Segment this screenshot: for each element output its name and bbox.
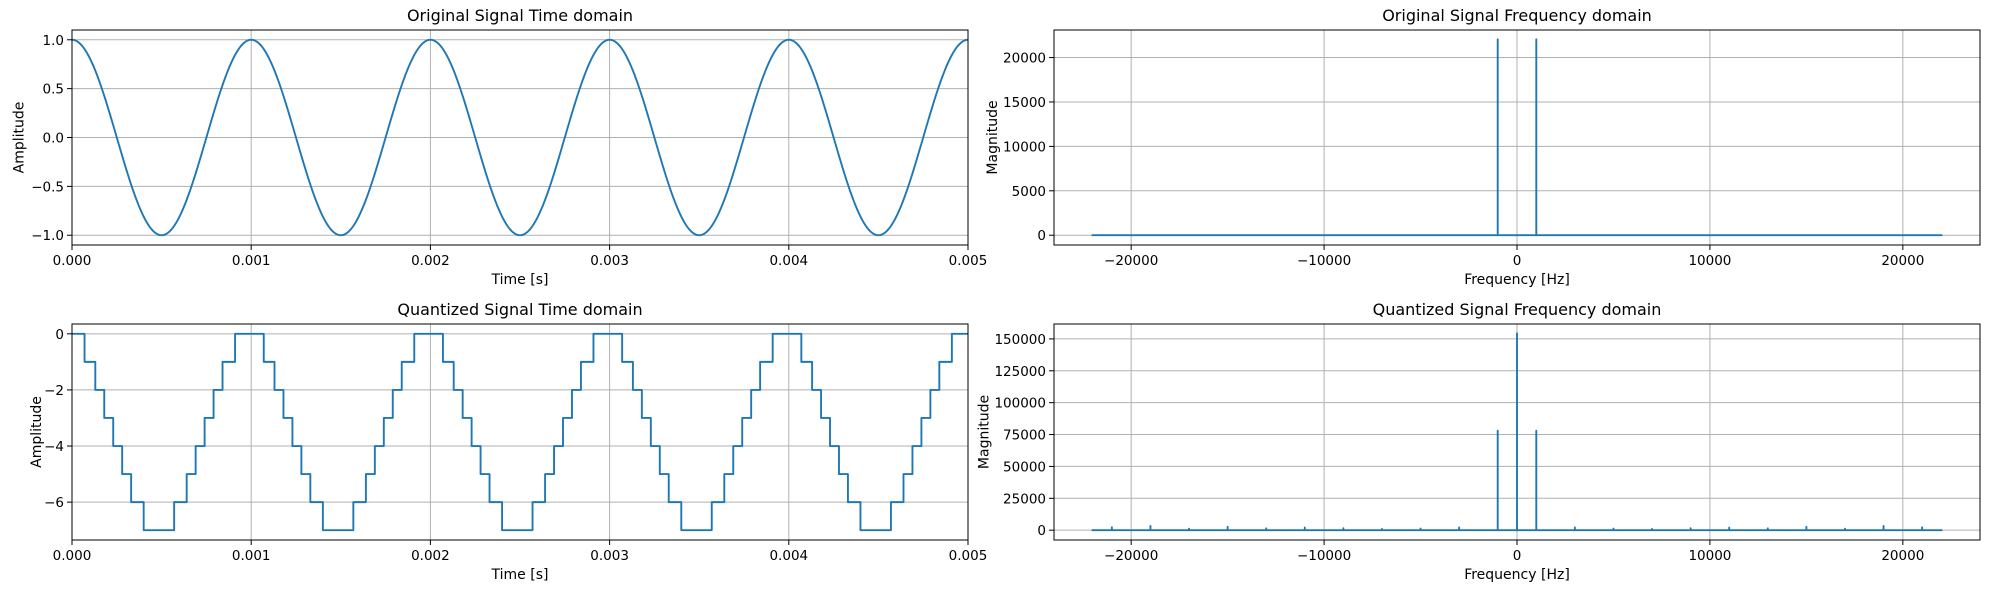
y-tick-label: 0.0: [43, 131, 64, 147]
x-tick-label: 0.002: [411, 548, 450, 564]
y-tick-label: −4: [44, 439, 64, 455]
x-tick-label: 0.000: [53, 253, 92, 269]
axes-frame: [71, 323, 969, 541]
x-axis-label: Frequency [Hz]: [1464, 272, 1570, 288]
series-line: [1091, 332, 1943, 532]
x-axis-label: Time [s]: [491, 567, 549, 583]
y-axis-label: Amplitude: [29, 396, 45, 468]
x-tick-label: 0.003: [590, 253, 629, 269]
y-tick-label: 0: [1037, 523, 1046, 539]
y-axis-label: Amplitude: [12, 102, 28, 174]
y-tick-label: 0: [1037, 228, 1046, 244]
chart-title: Quantized Signal Time domain: [397, 300, 642, 319]
y-tick-label: 20000: [1003, 51, 1046, 67]
y-tick-label: 15000: [1003, 95, 1046, 111]
y-tick-label: 5000: [1012, 184, 1046, 200]
quantized-time-domain-chart: 0.000 0.001 0.002 0.003 0.004 0.005 −6 −4 −2 0 Qua…: [29, 300, 988, 583]
y-axis-label: Magnitude: [985, 100, 1001, 174]
series-line: [72, 38, 968, 237]
chart-title: Quantized Signal Frequency domain: [1373, 300, 1662, 319]
x-tick-label: 0.005: [949, 548, 988, 564]
y-tick-label: 1.0: [43, 33, 64, 49]
y-tick-label: −2: [44, 383, 64, 399]
x-tick-label: 0.001: [232, 253, 271, 269]
series-line: [1091, 38, 1943, 237]
y-tick-label: 100000: [994, 396, 1046, 412]
x-axis-label: Frequency [Hz]: [1464, 567, 1570, 583]
x-tick-label: 0.005: [949, 253, 988, 269]
y-tick-label: −1.0: [31, 228, 64, 244]
x-tick-label: −10000: [1297, 548, 1351, 564]
x-tick-label: 0.002: [411, 253, 450, 269]
x-tick-label: 0.004: [769, 253, 808, 269]
y-tick-label: −6: [44, 495, 64, 511]
x-axis-label: Time [s]: [491, 272, 549, 288]
y-tick-label: 0: [55, 327, 64, 343]
original-frequency-domain-chart: −20000 −10000 0 10000 20000 0 5000 10000 15000 20…: [985, 6, 1981, 288]
x-tick-label: 0: [1513, 548, 1522, 564]
x-tick-label: 10000: [1688, 548, 1731, 564]
y-axis-label: Magnitude: [976, 395, 992, 469]
x-tick-label: −20000: [1104, 548, 1158, 564]
y-tick-label: 150000: [994, 332, 1046, 348]
x-tick-label: 0.004: [769, 548, 808, 564]
y-tick-label: 75000: [1003, 428, 1046, 444]
quantized-frequency-domain-chart: −20000 −10000 0 10000 20000 0 25000 50000 75000 1…: [976, 300, 1981, 583]
y-tick-label: 25000: [1003, 491, 1046, 507]
x-tick-label: 0: [1513, 253, 1522, 269]
chart-title: Original Signal Time domain: [407, 6, 633, 25]
x-tick-label: 0.003: [590, 548, 629, 564]
x-tick-label: 0.001: [232, 548, 271, 564]
x-tick-label: 20000: [1881, 548, 1924, 564]
x-tick-label: 0.000: [53, 548, 92, 564]
chart-title: Original Signal Frequency domain: [1382, 6, 1652, 25]
x-tick-label: 10000: [1688, 253, 1731, 269]
y-tick-label: 10000: [1003, 139, 1046, 155]
original-time-domain-chart: 0.000 0.001 0.002 0.003 0.004 0.005 −1.0 −0.5 0.…: [12, 6, 988, 288]
x-tick-label: −20000: [1104, 253, 1158, 269]
x-tick-label: 20000: [1881, 253, 1924, 269]
y-tick-label: 125000: [994, 364, 1046, 380]
y-tick-label: 50000: [1003, 459, 1046, 475]
series-line: [72, 332, 968, 532]
x-tick-label: −10000: [1297, 253, 1351, 269]
y-tick-label: −0.5: [31, 179, 64, 195]
y-tick-label: 0.5: [43, 82, 64, 98]
